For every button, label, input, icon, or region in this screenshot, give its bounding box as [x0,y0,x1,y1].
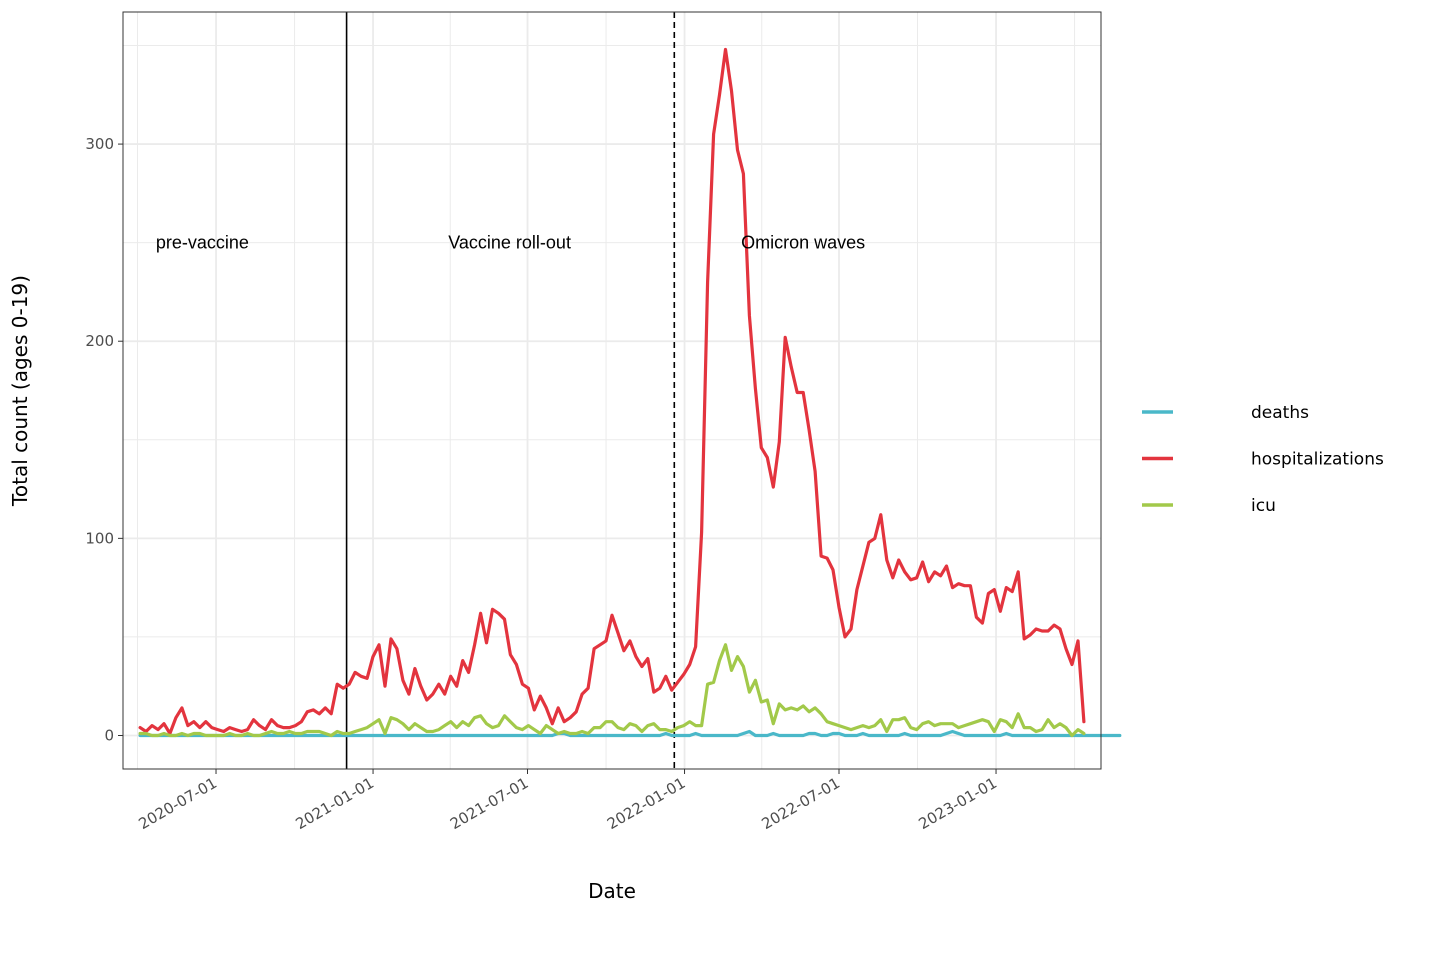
y-tick-label: 200 [85,332,114,350]
x-tick-label: 2023-01-01 [916,774,1001,833]
grid-major [123,12,1101,769]
x-tick-label: 2022-07-01 [758,774,843,833]
panel-border [122,11,1102,770]
period-annotations: pre-vaccine Vaccine roll-out Omicron waves [156,233,865,253]
y-tick-label: 300 [85,135,114,153]
x-axis: 2020-07-01 2021-01-01 2021-07-01 2022-01-01… [136,769,1001,833]
legend-label-icu: icu [1251,496,1276,516]
period-lines [345,12,676,769]
period-label: Vaccine roll-out [448,233,571,253]
legend-label-hospitalizations: hospitalizations [1251,450,1384,470]
series-line-deaths [138,729,1122,738]
y-axis-title: Total count (ages 0-19) [8,275,32,507]
series-line-icu [138,643,1086,738]
x-tick-label: 2021-07-01 [447,774,532,833]
y-tick-label: 0 [104,726,114,744]
legend-label-deaths: deaths [1251,403,1309,423]
y-tick-label: 100 [85,529,114,547]
y-axis: 0 100 200 300 [85,135,123,744]
series-line-hospitalizations [138,47,1086,736]
period-label: pre-vaccine [156,233,249,253]
series-lines [138,47,1122,738]
period-label: Omicron waves [741,233,865,253]
x-tick-label: 2021-01-01 [293,774,378,833]
x-tick-label: 2020-07-01 [136,774,221,833]
x-axis-title: Date [588,879,636,903]
legend: deaths hospitalizations icu [1142,403,1384,516]
grid-minor [123,12,1101,769]
x-tick-label: 2022-01-01 [604,774,689,833]
